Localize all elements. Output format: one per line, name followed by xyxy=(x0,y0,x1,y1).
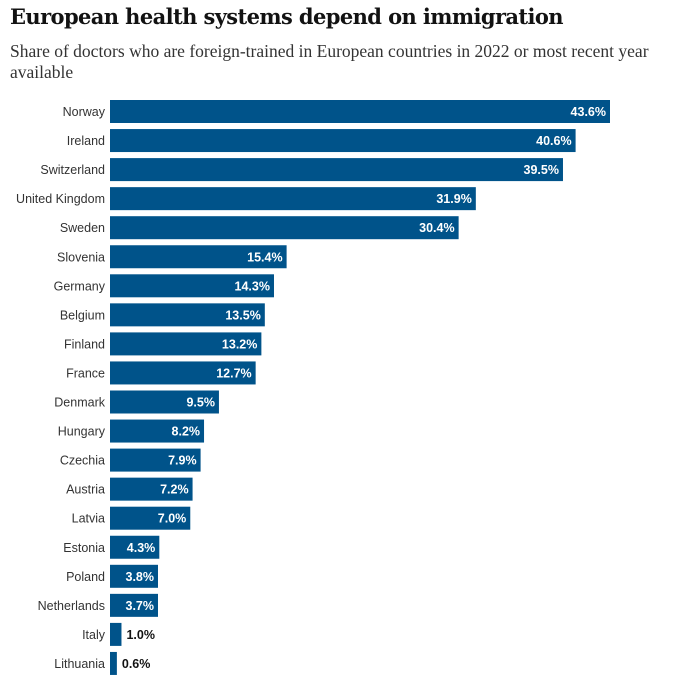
value-label: 0.6% xyxy=(122,657,151,671)
bar-group: Ireland 40.6% xyxy=(67,129,576,153)
category-label: Ireland xyxy=(67,134,105,148)
bar-group: Switzerland 39.5% xyxy=(40,158,563,182)
bar-group: Netherlands 3.7% xyxy=(38,593,158,617)
category-label: Lithuania xyxy=(54,657,105,671)
category-label: United Kingdom xyxy=(16,192,105,206)
value-label: 12.7% xyxy=(216,366,251,380)
value-label: 7.9% xyxy=(168,454,197,468)
category-label: Netherlands xyxy=(38,599,105,613)
category-label: Denmark xyxy=(54,396,105,410)
bar-group: France 12.7% xyxy=(66,361,256,385)
bar xyxy=(110,187,476,211)
bar xyxy=(110,651,117,675)
bar xyxy=(110,448,201,472)
bar-group: Finland 13.2% xyxy=(64,332,262,356)
category-label: Italy xyxy=(82,628,106,642)
value-label: 43.6% xyxy=(571,105,606,119)
bar xyxy=(110,158,563,182)
category-label: Austria xyxy=(66,483,105,497)
bar xyxy=(110,390,219,414)
bar-group: Italy 1.0% xyxy=(82,622,155,646)
category-label: Hungary xyxy=(58,425,106,439)
value-label: 31.9% xyxy=(436,192,471,206)
bar-group: Belgium 13.5% xyxy=(60,303,265,327)
bar-group: Sweden 30.4% xyxy=(60,216,459,240)
bar xyxy=(110,593,158,617)
bar xyxy=(110,477,193,501)
value-label: 39.5% xyxy=(524,163,559,177)
bar xyxy=(110,100,610,123)
bar-group: Poland 3.8% xyxy=(66,564,158,588)
bar xyxy=(110,622,122,646)
bar xyxy=(110,216,459,240)
bar xyxy=(110,129,576,153)
bar xyxy=(110,419,205,443)
category-label: Belgium xyxy=(60,308,105,322)
category-label: Czechia xyxy=(60,454,105,468)
bar xyxy=(110,564,158,588)
value-label: 30.4% xyxy=(419,221,454,235)
bar-group: Latvia 7.0% xyxy=(72,506,191,530)
bar xyxy=(110,245,287,269)
bar xyxy=(110,506,191,530)
bar-group: Norway 43.6% xyxy=(63,100,610,123)
value-label: 13.5% xyxy=(225,308,260,322)
bar-group: United Kingdom 31.9% xyxy=(16,187,476,211)
value-label: 1.0% xyxy=(126,628,155,642)
category-label: Switzerland xyxy=(40,163,105,177)
bar-group: Hungary 8.2% xyxy=(58,419,205,443)
bar xyxy=(110,274,274,298)
value-label: 14.3% xyxy=(235,279,270,293)
value-label: 3.8% xyxy=(126,570,155,584)
category-label: Slovenia xyxy=(57,250,105,264)
category-label: Estonia xyxy=(63,541,105,555)
value-label: 40.6% xyxy=(536,134,571,148)
value-label: 3.7% xyxy=(126,599,155,613)
category-label: Sweden xyxy=(60,221,105,235)
chart-subtitle: Share of doctors who are foreign-trained… xyxy=(10,41,649,82)
value-label: 15.4% xyxy=(247,250,282,264)
value-label: 7.2% xyxy=(160,483,189,497)
category-label: France xyxy=(66,366,105,380)
bar-group: Austria 7.2% xyxy=(66,477,193,501)
bar xyxy=(110,332,262,356)
bar-group: Germany 14.3% xyxy=(54,274,274,298)
bar xyxy=(110,303,265,327)
category-label: Poland xyxy=(66,570,105,584)
bar-group: Denmark 9.5% xyxy=(54,390,219,414)
bar-group: Czechia 7.9% xyxy=(60,448,201,472)
bar-group: Lithuania 0.6% xyxy=(54,651,151,675)
bar-group: Estonia 4.3% xyxy=(63,535,160,559)
value-label: 4.3% xyxy=(127,541,156,555)
category-label: Latvia xyxy=(72,512,105,526)
category-label: Germany xyxy=(54,279,106,293)
chart-title: European health systems depend on immigr… xyxy=(10,4,564,29)
category-label: Finland xyxy=(64,337,105,351)
bar xyxy=(110,535,160,559)
value-label: 8.2% xyxy=(172,425,201,439)
value-label: 9.5% xyxy=(186,396,215,410)
category-label: Norway xyxy=(63,105,106,119)
value-label: 7.0% xyxy=(158,512,187,526)
bar-group: Slovenia 15.4% xyxy=(57,245,287,269)
value-label: 13.2% xyxy=(222,337,257,351)
bar xyxy=(110,361,256,385)
